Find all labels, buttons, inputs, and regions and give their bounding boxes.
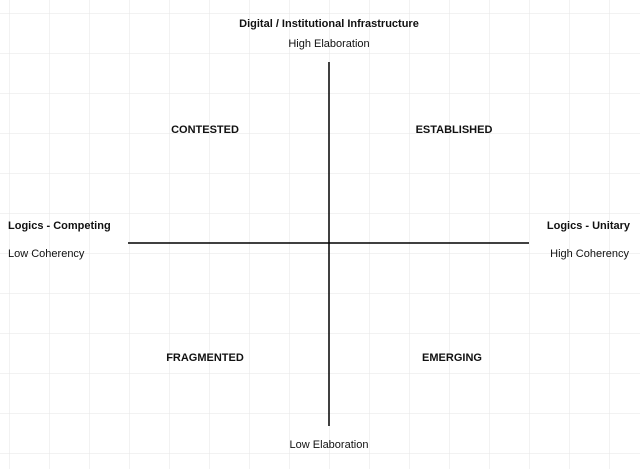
quadrant-label: CONTESTED (171, 124, 239, 136)
left-title: Logics - Competing (8, 220, 111, 232)
bottom-label: Low Elaboration (290, 439, 369, 451)
top-label: High Elaboration (288, 38, 369, 50)
right-title: Logics - Unitary (547, 220, 631, 232)
vertical-axis-title: Digital / Institutional Infrastructure (239, 18, 419, 30)
quadrant-label: FRAGMENTED (166, 352, 244, 364)
quadrant-label: ESTABLISHED (416, 124, 493, 136)
left-label: Low Coherency (8, 248, 85, 260)
right-label: High Coherency (550, 248, 629, 260)
quadrant-label: EMERGING (422, 352, 482, 364)
